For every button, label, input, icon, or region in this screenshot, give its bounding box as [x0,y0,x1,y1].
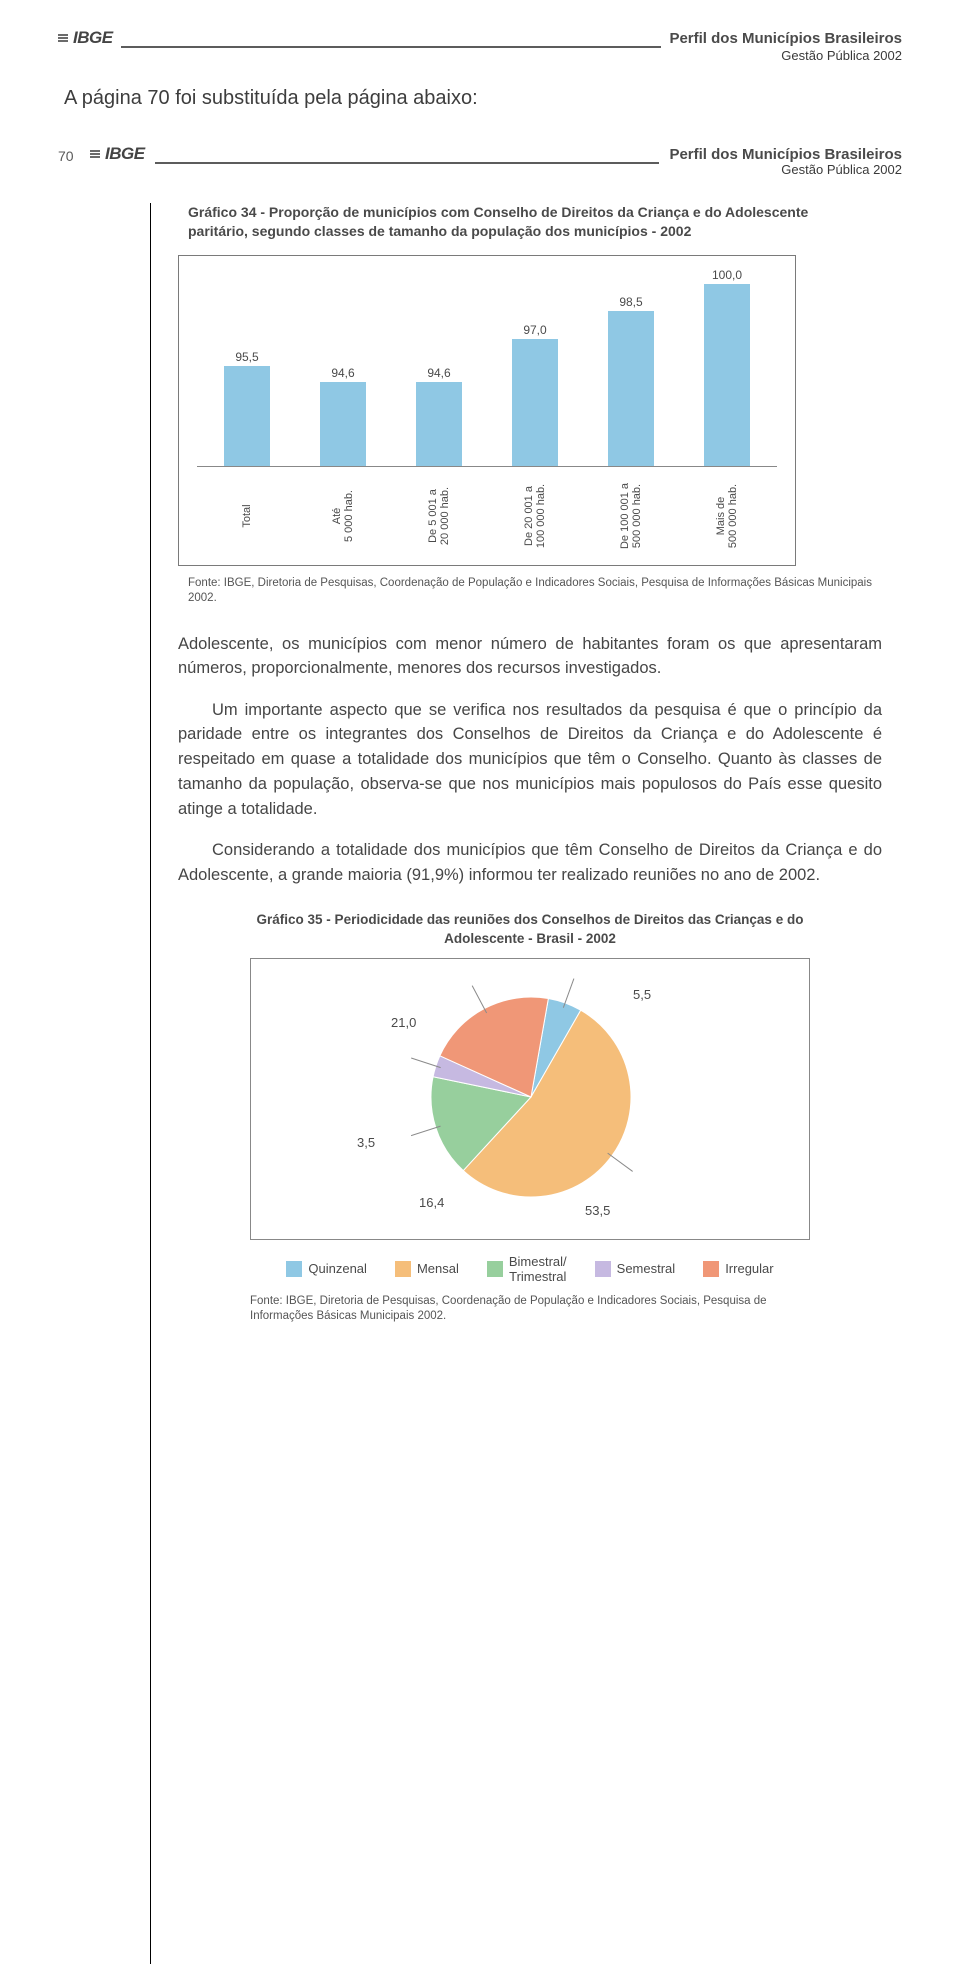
content-column: Gráfico 34 - Proporção de municípios com… [178,203,882,1324]
bar-axis-label-0: Total [212,493,282,539]
bar-fill-5 [704,284,750,466]
pie-leader-line [411,1126,441,1135]
pie-chart-svg [411,977,651,1217]
bar-axis-label-5: Mais de 500 000 hab. [692,493,762,539]
bar-chart: 95,5 94,6 94,6 97,0 98,5 100,0 Total Até 5 000… [178,255,796,566]
ibge-logo-text: IBGE [73,28,113,48]
ibge-logo: IBGE [58,28,113,48]
bar-fill-2 [416,382,462,466]
bar-axis-label-3: De 20 001 a 100 000 hab. [500,493,570,539]
legend-swatch [395,1261,411,1277]
inner-header-row: 70 IBGE Perfil dos Municípios Brasileiro… [58,144,902,164]
pie-leader-line [411,1058,440,1068]
body-paragraph-3: Considerando a totalidade dos municípios… [178,838,882,888]
legend-label: Irregular [725,1261,773,1276]
bar-axis-label-2: De 5 001 a 20 000 hab. [404,493,474,539]
pie-leader-line [608,1153,633,1171]
substitution-note: A página 70 foi substituída pela página … [64,87,902,110]
ibge-logo-stripes [58,34,68,42]
bar-5: 100,0 [704,284,750,466]
legend-label: Bimestral/ Trimestral [509,1254,567,1284]
pie-annotation-3: 3,5 [357,1135,375,1150]
bar-value-label-0: 95,5 [224,350,270,364]
legend-swatch [487,1261,503,1277]
pie-chart-title: Gráfico 35 - Periodicidade das reuniões … [250,911,810,947]
document-page: IBGE Perfil dos Municípios Brasileiros G… [0,0,960,1364]
pie-annotation-2: 16,4 [419,1195,444,1210]
pie-annotation-1: 53,5 [585,1203,610,1218]
bar-value-label-1: 94,6 [320,366,366,380]
bar-0: 95,5 [224,366,270,466]
bar-chart-source: Fonte: IBGE, Diretoria de Pesquisas, Coo… [188,576,872,606]
legend-item-irregular: Irregular [703,1261,773,1277]
bar-fill-0 [224,366,270,466]
bar-axis-label-1: Até 5 000 hab. [308,493,378,539]
bar-3: 97,0 [512,339,558,466]
legend-item-quinzenal: Quinzenal [286,1261,367,1277]
bar-chart-title: Gráfico 34 - Proporção de municípios com… [188,203,872,241]
bar-fill-4 [608,311,654,466]
bar-value-label-3: 97,0 [512,323,558,337]
pie-leader-line [563,978,574,1007]
bar-value-label-2: 94,6 [416,366,462,380]
bar-chart-plot: 95,5 94,6 94,6 97,0 98,5 100,0 [197,266,777,467]
pie-chart-legend: Quinzenal Mensal Bimestral/ Trimestral Seme… [250,1254,810,1284]
legend-item-semestral: Semestral [595,1261,676,1277]
pie-annotation-4: 21,0 [391,1015,416,1030]
bar-fill-3 [512,339,558,466]
header-subtitle: Gestão Pública 2002 [781,48,902,63]
content-left-vline [150,203,151,1964]
legend-label: Quinzenal [308,1261,367,1276]
legend-label: Semestral [617,1261,676,1276]
inner-header-subtitle: Gestão Pública 2002 [781,162,902,177]
top-header-row2: Gestão Pública 2002 [58,48,902,63]
ibge-logo-inner: IBGE [90,144,145,164]
bar-1: 94,6 [320,382,366,466]
inner-header-row2: Gestão Pública 2002 [58,162,902,177]
legend-swatch [595,1261,611,1277]
bar-4: 98,5 [608,311,654,466]
top-header-row: IBGE Perfil dos Municípios Brasileiros [58,28,902,48]
pie-chart-frame: 5,5 53,5 16,4 3,5 21,0 [250,958,810,1240]
legend-swatch [286,1261,302,1277]
bar-2: 94,6 [416,382,462,466]
bar-value-label-4: 98,5 [608,295,654,309]
legend-item-bimestral-trimestral: Bimestral/ Trimestral [487,1254,567,1284]
pie-chart-source: Fonte: IBGE, Diretoria de Pesquisas, Coo… [250,1294,810,1324]
pie-annotation-0: 5,5 [633,987,651,1002]
ibge-logo-stripes-inner [90,150,100,158]
header-title: Perfil dos Municípios Brasileiros [669,30,902,48]
bar-chart-axis: Total Até 5 000 hab. De 5 001 a 20 000 hab… [197,473,777,551]
body-paragraph-1: Adolescente, os municípios com menor núm… [178,632,882,682]
ibge-logo-text-inner: IBGE [105,144,145,164]
bar-axis-label-4: De 100 001 a 500 000 hab. [596,493,666,539]
legend-item-mensal: Mensal [395,1261,459,1277]
bar-fill-1 [320,382,366,466]
legend-swatch [703,1261,719,1277]
legend-label: Mensal [417,1261,459,1276]
bar-value-label-5: 100,0 [704,268,750,282]
pie-chart-block: Gráfico 35 - Periodicidade das reuniões … [250,911,810,1323]
header-rule [121,46,662,48]
pie-leader-line [472,985,486,1012]
body-paragraph-2: Um importante aspecto que se verifica no… [178,698,882,822]
